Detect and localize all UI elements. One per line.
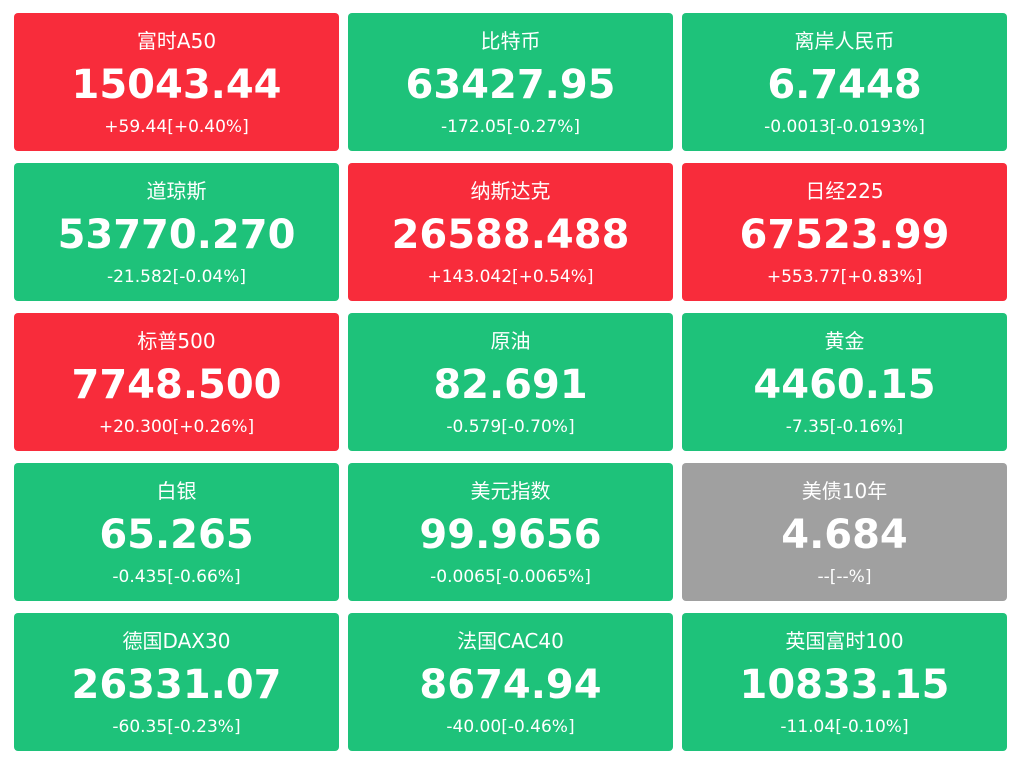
quote-name: 富时A50 xyxy=(136,29,217,53)
quote-name: 法国CAC40 xyxy=(457,629,564,653)
quote-change: --[--%] xyxy=(817,567,872,587)
quote-change: -0.0065[-0.0065%] xyxy=(430,567,591,587)
quote-tile: 原油 82.691 -0.579[-0.70%] xyxy=(348,313,673,451)
quote-price: 65.265 xyxy=(99,512,254,558)
quote-change: -60.35[-0.23%] xyxy=(112,717,241,737)
quote-name: 日经225 xyxy=(805,179,884,203)
quote-price: 4460.15 xyxy=(753,362,936,408)
quote-change: +553.77[+0.83%] xyxy=(766,267,923,287)
quote-price: 99.9656 xyxy=(419,512,602,558)
quote-price: 8674.94 xyxy=(419,662,602,708)
quote-tile: 标普500 7748.500 +20.300[+0.26%] xyxy=(14,313,339,451)
quote-change: -172.05[-0.27%] xyxy=(440,117,581,137)
quote-name: 纳斯达克 xyxy=(470,179,551,203)
quote-tile: 英国富时100 10833.15 -11.04[-0.10%] xyxy=(682,613,1007,751)
quote-tile: 德国DAX30 26331.07 -60.35[-0.23%] xyxy=(14,613,339,751)
quote-price: 4.684 xyxy=(781,512,908,558)
quote-name: 标普500 xyxy=(137,329,216,353)
quote-name: 原油 xyxy=(490,329,531,353)
quote-price: 26588.488 xyxy=(391,212,630,258)
quote-change: +20.300[+0.26%] xyxy=(98,417,255,437)
quote-price: 67523.99 xyxy=(739,212,950,258)
quote-price: 7748.500 xyxy=(71,362,282,408)
quote-tile: 白银 65.265 -0.435[-0.66%] xyxy=(14,463,339,601)
quote-change: -11.04[-0.10%] xyxy=(780,717,909,737)
quote-tile: 美债10年 4.684 --[--%] xyxy=(682,463,1007,601)
quote-price: 6.7448 xyxy=(767,62,922,108)
quote-price: 63427.95 xyxy=(405,62,616,108)
quote-tile: 富时A50 15043.44 +59.44[+0.40%] xyxy=(14,13,339,151)
quote-tile: 比特币 63427.95 -172.05[-0.27%] xyxy=(348,13,673,151)
quote-price: 15043.44 xyxy=(71,62,282,108)
quote-price: 82.691 xyxy=(433,362,588,408)
quote-name: 比特币 xyxy=(480,29,541,53)
quote-name: 道琼斯 xyxy=(146,179,207,203)
quote-tile: 日经225 67523.99 +553.77[+0.83%] xyxy=(682,163,1007,301)
quote-change: -7.35[-0.16%] xyxy=(785,417,904,437)
quote-name: 英国富时100 xyxy=(785,629,904,653)
quote-tile: 纳斯达克 26588.488 +143.042[+0.54%] xyxy=(348,163,673,301)
quote-tile: 道琼斯 53770.270 -21.582[-0.04%] xyxy=(14,163,339,301)
quote-tile: 黄金 4460.15 -7.35[-0.16%] xyxy=(682,313,1007,451)
quote-tile: 法国CAC40 8674.94 -40.00[-0.46%] xyxy=(348,613,673,751)
quote-change: -0.0013[-0.0193%] xyxy=(764,117,925,137)
quote-change: -0.435[-0.66%] xyxy=(112,567,241,587)
quote-tile: 离岸人民币 6.7448 -0.0013[-0.0193%] xyxy=(682,13,1007,151)
quote-price: 10833.15 xyxy=(739,662,950,708)
quote-change: +143.042[+0.54%] xyxy=(427,267,594,287)
quote-name: 美元指数 xyxy=(470,479,551,503)
quote-name: 德国DAX30 xyxy=(122,629,231,653)
quote-price: 53770.270 xyxy=(57,212,296,258)
quote-name: 黄金 xyxy=(824,329,865,353)
quote-name: 白银 xyxy=(156,479,197,503)
quote-price: 26331.07 xyxy=(71,662,282,708)
quote-change: -40.00[-0.46%] xyxy=(446,717,575,737)
quote-name: 美债10年 xyxy=(801,479,888,503)
quote-change: -0.579[-0.70%] xyxy=(446,417,575,437)
quote-name: 离岸人民币 xyxy=(794,29,895,53)
quote-change: +59.44[+0.40%] xyxy=(104,117,249,137)
quote-change: -21.582[-0.04%] xyxy=(106,267,247,287)
quote-tile: 美元指数 99.9656 -0.0065[-0.0065%] xyxy=(348,463,673,601)
